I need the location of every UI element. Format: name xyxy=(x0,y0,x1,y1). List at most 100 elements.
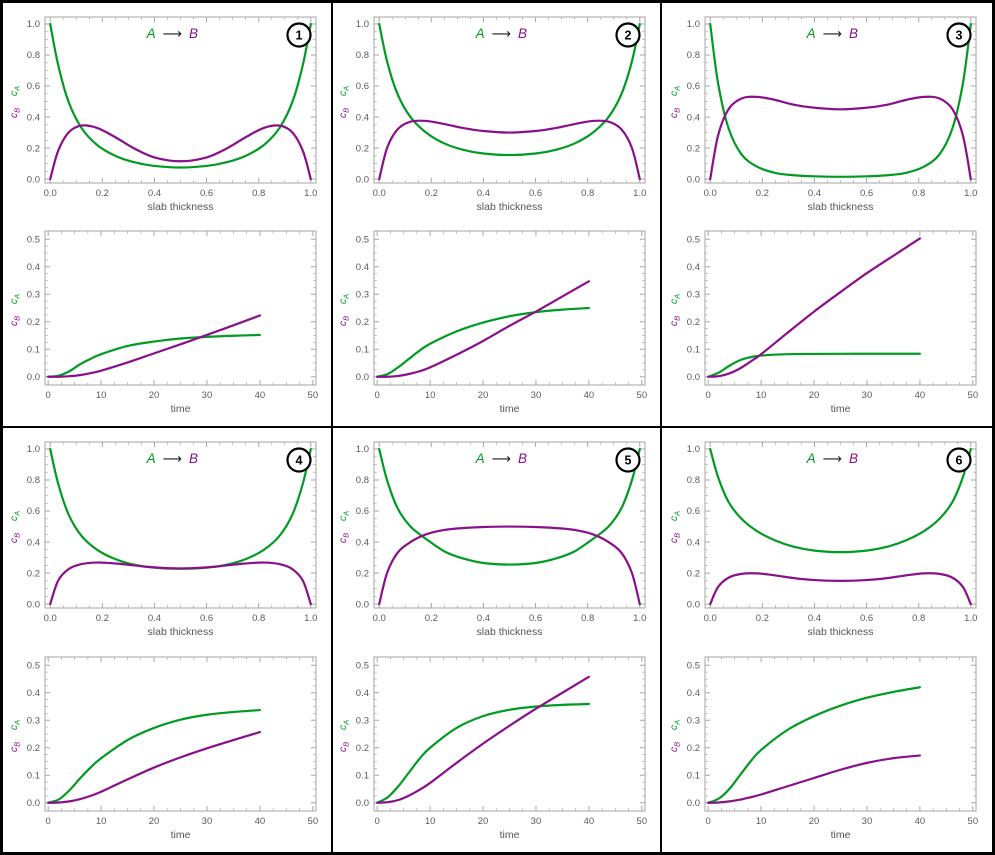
y-tick-label: 1.0 xyxy=(687,445,700,456)
y-tick-label: 0.5 xyxy=(27,235,40,246)
x-axis-label: time xyxy=(831,403,851,415)
x-tick-label: 0.4 xyxy=(477,613,490,624)
y-tick-label: 0.3 xyxy=(356,290,369,301)
y-tick-label: 0.0 xyxy=(687,798,700,809)
y-tick-label: 0.4 xyxy=(687,262,700,273)
x-tick-label: 0.6 xyxy=(200,188,213,199)
y-tick-label: 0.6 xyxy=(356,81,369,92)
y-tick-label: 0.8 xyxy=(687,50,700,61)
y-tick-label: 0.3 xyxy=(27,716,40,727)
y-tick-label: 0.5 xyxy=(356,661,369,672)
y-tick-label: 0.4 xyxy=(27,112,40,123)
cA-curve xyxy=(709,448,973,554)
x-tick-label: 0.2 xyxy=(425,613,438,624)
x-tick-label: 0.2 xyxy=(756,613,769,624)
y-tick-label: 0.2 xyxy=(27,143,40,154)
y-axis-label-cA: cA xyxy=(668,511,682,521)
profile-plot: 0.0 0.2 0.4 0.6 0.8 1.0 0.0 0.2 0.4 0.6 0.8 1.0 slab… xyxy=(337,441,647,638)
x-tick-label: 0.0 xyxy=(43,613,56,624)
y-axis-label-cA: cA xyxy=(337,511,351,521)
plot-frame xyxy=(44,441,317,609)
x-tick-label: 0.6 xyxy=(860,613,873,624)
x-tick-label: 10 xyxy=(425,816,436,827)
x-tick-label: 0.6 xyxy=(860,188,873,199)
y-tick-label: 0.4 xyxy=(356,112,369,123)
y-axis-label-cA: cA xyxy=(668,720,682,730)
y-tick-label: 0.4 xyxy=(687,112,700,123)
x-axis-label: time xyxy=(170,829,190,841)
y-tick-label: 0.8 xyxy=(27,476,40,487)
cA-curve xyxy=(707,352,922,379)
x-tick-label: 0.0 xyxy=(373,613,386,624)
y-tick-label: 0.0 xyxy=(687,600,700,611)
cA-curve xyxy=(46,334,261,379)
x-tick-label: 50 xyxy=(307,816,318,827)
plot-frame xyxy=(44,656,317,812)
panel-number: 5 xyxy=(625,454,632,468)
x-axis-label: slab thickness xyxy=(477,626,543,638)
panel-number: 6 xyxy=(956,454,963,468)
x-tick-label: 30 xyxy=(862,816,873,827)
x-tick-label: 30 xyxy=(531,390,542,401)
x-tick-label: 0.0 xyxy=(704,188,717,199)
x-tick-label: 0.4 xyxy=(148,613,161,624)
x-tick-label: 20 xyxy=(149,816,160,827)
x-tick-label: 40 xyxy=(915,390,926,401)
y-axis-label-cB: cB xyxy=(668,533,682,543)
y-axis-label-cA: cA xyxy=(337,294,351,304)
cA-curve xyxy=(709,23,973,179)
panel-number: 3 xyxy=(956,28,963,42)
x-tick-label: 0.2 xyxy=(756,188,769,199)
y-tick-label: 0.2 xyxy=(27,317,40,328)
y-tick-label: 1.0 xyxy=(356,445,369,456)
profile-plot: 0.0 0.2 0.4 0.6 0.8 1.0 0.0 0.2 0.4 0.6 0.8 1.0 slab… xyxy=(8,16,317,213)
cB-curve xyxy=(707,754,922,805)
y-tick-label: 0.0 xyxy=(27,798,40,809)
y-tick-label: 0.8 xyxy=(356,50,369,61)
x-tick-label: 20 xyxy=(809,816,820,827)
arrow-icon: ⟶ xyxy=(492,26,511,41)
x-tick-label: 30 xyxy=(202,816,213,827)
y-tick-label: 0.6 xyxy=(27,81,40,92)
x-tick-label: 0.8 xyxy=(252,613,265,624)
panel-number: 2 xyxy=(625,28,632,42)
y-tick-label: 0.1 xyxy=(356,345,369,356)
profile-plot: 0.0 0.2 0.4 0.6 0.8 1.0 0.0 0.2 0.4 0.6 0.8 1.0 slab… xyxy=(668,16,978,213)
y-tick-label: 0.2 xyxy=(27,743,40,754)
x-axis-label: slab thickness xyxy=(147,626,213,638)
y-tick-label: 0.0 xyxy=(356,798,369,809)
panel-number-ring xyxy=(615,22,642,48)
x-tick-label: 40 xyxy=(584,390,595,401)
y-tick-label: 1.0 xyxy=(27,19,40,30)
y-tick-label: 0.5 xyxy=(687,235,700,246)
y-axis-label-cB: cB xyxy=(337,533,351,543)
cB-curve xyxy=(709,572,973,606)
x-axis-label: slab thickness xyxy=(147,201,213,213)
y-tick-label: 0.1 xyxy=(27,345,40,356)
y-tick-label: 0.8 xyxy=(27,50,40,61)
x-tick-label: 0.6 xyxy=(529,613,542,624)
y-tick-label: 0.4 xyxy=(356,688,369,699)
x-tick-label: 0 xyxy=(45,816,50,827)
cB-curve xyxy=(376,675,591,805)
x-tick-label: 0 xyxy=(45,390,50,401)
y-tick-label: 0.4 xyxy=(27,538,40,549)
y-tick-label: 0.3 xyxy=(27,290,40,301)
y-tick-label: 0.1 xyxy=(27,771,40,782)
x-tick-label: 1.0 xyxy=(634,613,647,624)
cB-curve xyxy=(46,314,261,379)
y-axis-label-cA: cA xyxy=(8,294,22,304)
profile-plot: 0.0 0.2 0.4 0.6 0.8 1.0 0.0 0.2 0.4 0.6 0.8 1.0 slab… xyxy=(8,441,317,638)
x-tick-label: 0.8 xyxy=(582,613,595,624)
plot-frame xyxy=(704,656,977,812)
y-tick-label: 0.1 xyxy=(687,345,700,356)
reaction-panel-5: 0.0 0.2 0.4 0.6 0.8 1.0 0.0 0.2 0.4 0.6 0.8 1.0 slab… xyxy=(332,427,663,852)
y-tick-label: 0.0 xyxy=(356,600,369,611)
cB-curve xyxy=(46,731,261,805)
x-tick-label: 10 xyxy=(756,816,767,827)
y-tick-label: 0.0 xyxy=(687,372,700,383)
cA-curve xyxy=(378,448,642,566)
y-tick-label: 0.2 xyxy=(356,143,369,154)
panel-title: A ⟶ B xyxy=(806,26,858,41)
y-tick-label: 0.8 xyxy=(356,476,369,487)
